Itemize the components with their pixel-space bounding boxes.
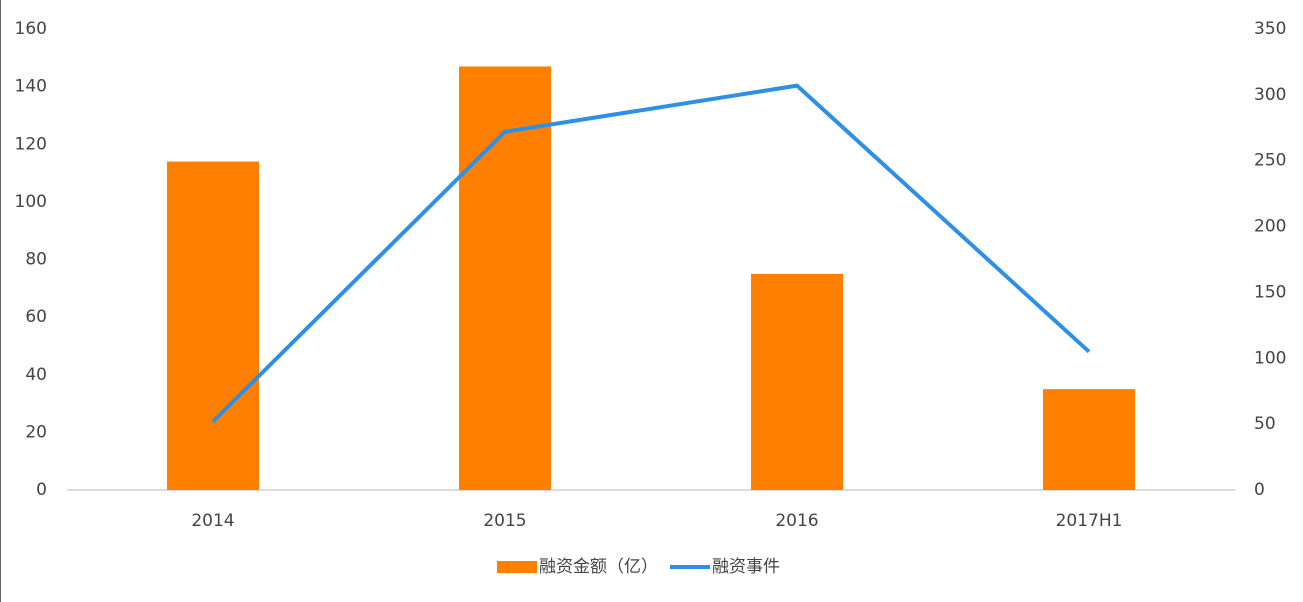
y2-tick-label: 50: [1254, 414, 1276, 434]
line: [211, 83, 1091, 423]
y2-tick-label: 0: [1254, 480, 1265, 500]
y-tick-label: 80: [25, 250, 47, 270]
x-tick-label: 2017H1: [1056, 511, 1123, 531]
y-tick-label: 100: [15, 192, 47, 212]
bar: [751, 273, 843, 490]
y-tick-label: 160: [15, 19, 47, 39]
y2-tick-label: 150: [1254, 282, 1286, 302]
y-tick-label: 0: [36, 480, 47, 500]
y-tick-label: 40: [25, 365, 47, 385]
legend-label: 融资金额（亿）: [539, 557, 658, 577]
x-tick-label: 2014: [191, 511, 234, 531]
legend-label: 融资事件: [712, 557, 780, 577]
y-tick-label: 140: [15, 77, 47, 97]
y2-tick-label: 300: [1254, 85, 1286, 105]
legend-swatch: [497, 561, 537, 573]
y-tick-label: 20: [25, 422, 47, 442]
bar: [1043, 389, 1135, 490]
y2-tick-label: 200: [1254, 217, 1286, 237]
bar: [167, 161, 259, 490]
bar: [459, 66, 551, 491]
x-tick-label: 2016: [775, 511, 818, 531]
x-tick-label: 2015: [483, 511, 526, 531]
y-tick-label: 120: [15, 134, 47, 154]
y2-tick-label: 250: [1254, 151, 1286, 171]
y-tick-label: 60: [25, 307, 47, 327]
y2-tick-label: 100: [1254, 348, 1286, 368]
y2-tick-label: 350: [1254, 19, 1286, 39]
